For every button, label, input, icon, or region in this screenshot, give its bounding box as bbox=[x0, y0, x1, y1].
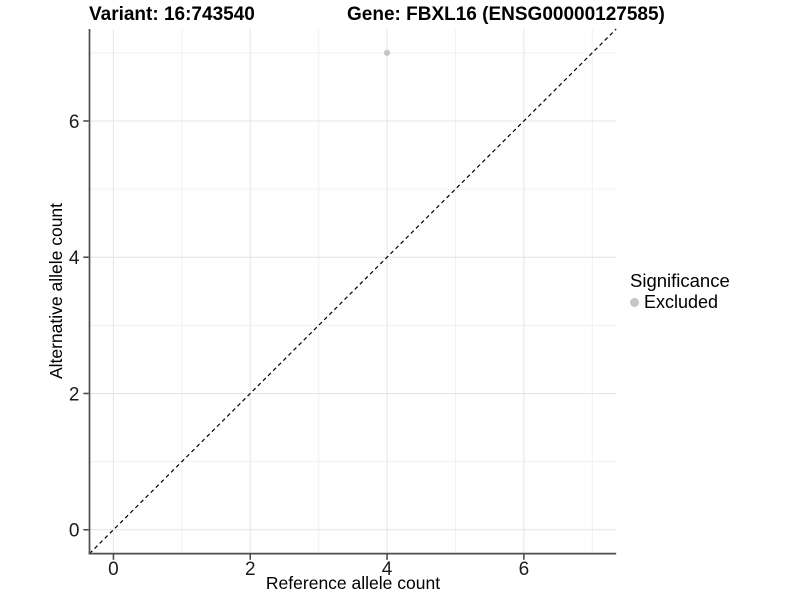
x-axis-title: Reference allele count bbox=[265, 573, 441, 593]
y-tick-label: 2 bbox=[69, 384, 80, 405]
y-tick-label: 0 bbox=[69, 521, 80, 542]
y-axis-title: Alternative allele count bbox=[46, 202, 66, 380]
tick-labels: 0 2 4 6 0 2 4 6 bbox=[69, 112, 529, 580]
y-tick-label: 6 bbox=[69, 112, 80, 133]
x-tick-label: 0 bbox=[108, 559, 119, 580]
axis-ticks bbox=[83, 120, 525, 560]
plot-title-variant: Variant: 16:743540 bbox=[89, 4, 255, 25]
legend-point-icon bbox=[630, 297, 639, 307]
legend-item-label: Excluded bbox=[644, 292, 719, 312]
minor-gridlines bbox=[89, 29, 617, 554]
identity-line bbox=[89, 28, 617, 555]
data-points bbox=[383, 49, 391, 56]
major-gridlines bbox=[89, 29, 617, 554]
x-tick-label: 4 bbox=[382, 559, 393, 580]
legend: Significance Excluded bbox=[630, 270, 730, 312]
legend-title: Significance bbox=[630, 270, 730, 291]
plot-title-gene: Gene: FBXL16 (ENSG00000127585) bbox=[347, 4, 665, 25]
x-tick-label: 2 bbox=[245, 559, 256, 580]
y-tick-label: 4 bbox=[69, 248, 80, 269]
data-point bbox=[383, 49, 391, 56]
legend-item-excluded: Excluded bbox=[630, 292, 730, 312]
axis-lines bbox=[88, 29, 617, 555]
x-tick-label: 6 bbox=[519, 559, 530, 580]
